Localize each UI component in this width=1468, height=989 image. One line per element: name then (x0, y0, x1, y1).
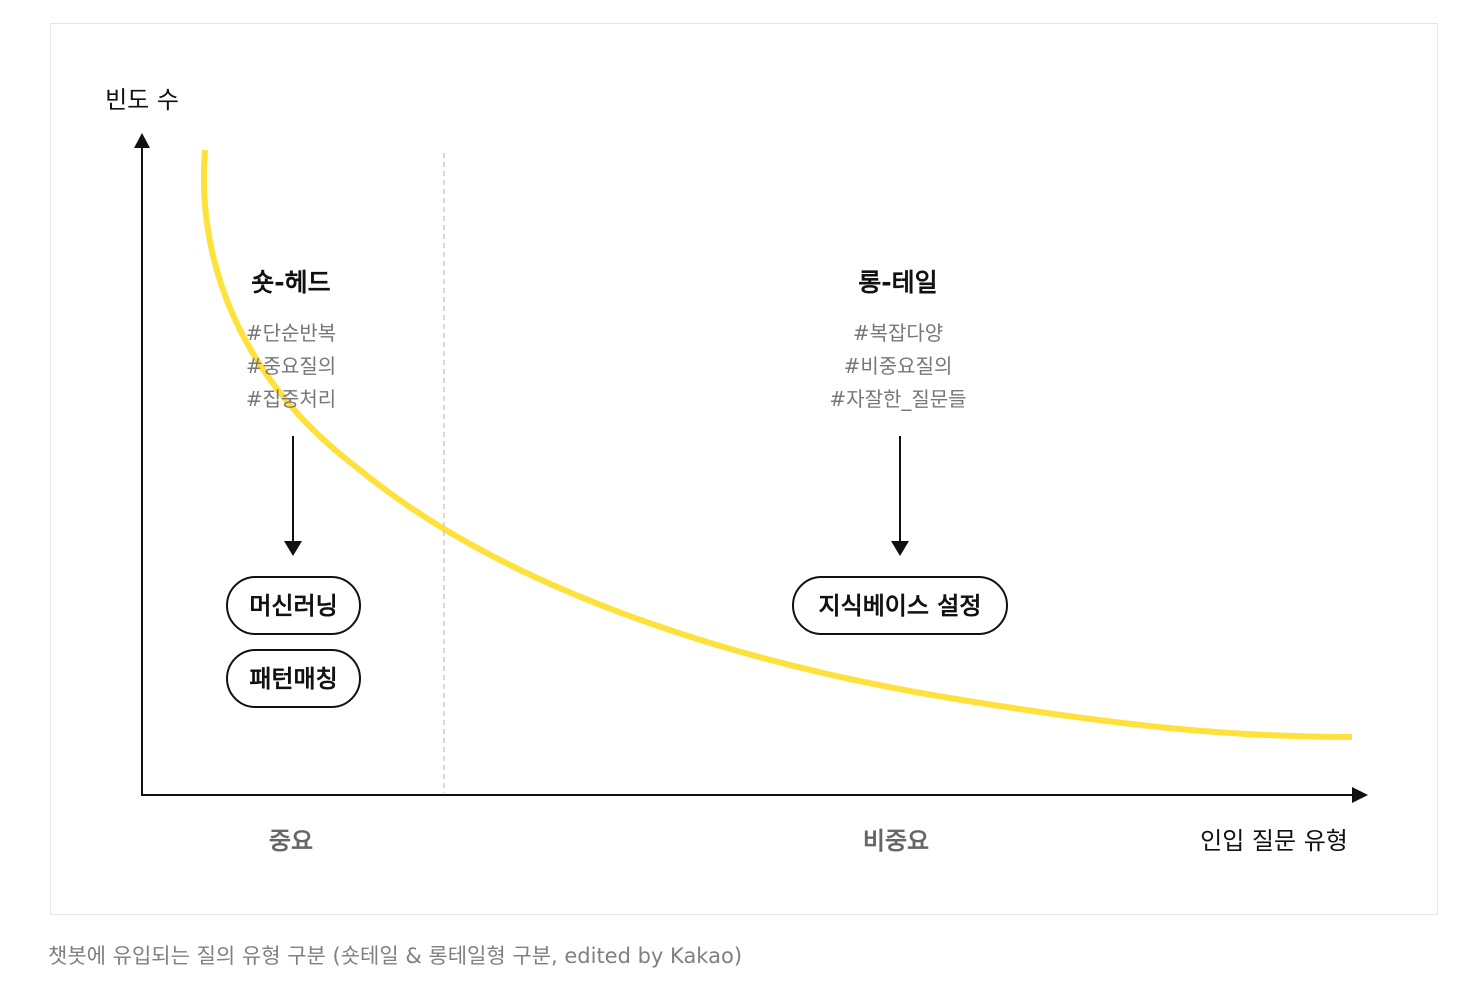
x-axis-arrowhead (1352, 787, 1368, 803)
left-tag-2: #중요질의 (246, 354, 336, 378)
pill-pattern-matching-label: 패턴매칭 (249, 665, 337, 693)
right-section-title: 롱-테일 (858, 268, 937, 297)
pill-pattern-matching (226, 649, 361, 708)
left-down-arrowhead (284, 541, 302, 556)
right-tag-3: #자잘한_질문들 (829, 387, 966, 411)
figure-frame (50, 23, 1438, 915)
left-tag-3: #집중처리 (246, 387, 336, 411)
left-tag-1: #단순반복 (246, 321, 336, 345)
right-tag-2: #비중요질의 (844, 354, 953, 378)
right-down-arrowhead (891, 541, 909, 556)
pill-knowledge-base-label: 지식베이스 설정 (819, 592, 982, 620)
y-axis-title: 빈도 수 (105, 86, 179, 114)
figure-caption: 챗봇에 유입되는 질의 유형 구분 (숏테일 & 롱테일형 구분, edited… (48, 944, 743, 968)
y-axis-arrowhead (134, 133, 150, 148)
category-important: 중요 (269, 827, 313, 855)
x-axis-title: 인입 질문 유형 (1200, 827, 1348, 855)
right-tag-1: #복잡다양 (853, 321, 943, 345)
pill-machine-learning-label: 머신러닝 (249, 592, 337, 620)
left-section-title: 숏-헤드 (251, 268, 330, 297)
long-tail-curve (200, 149, 1353, 740)
pill-knowledge-base (792, 576, 1008, 635)
pill-machine-learning (226, 576, 361, 635)
category-unimportant: 비중요 (863, 827, 929, 855)
